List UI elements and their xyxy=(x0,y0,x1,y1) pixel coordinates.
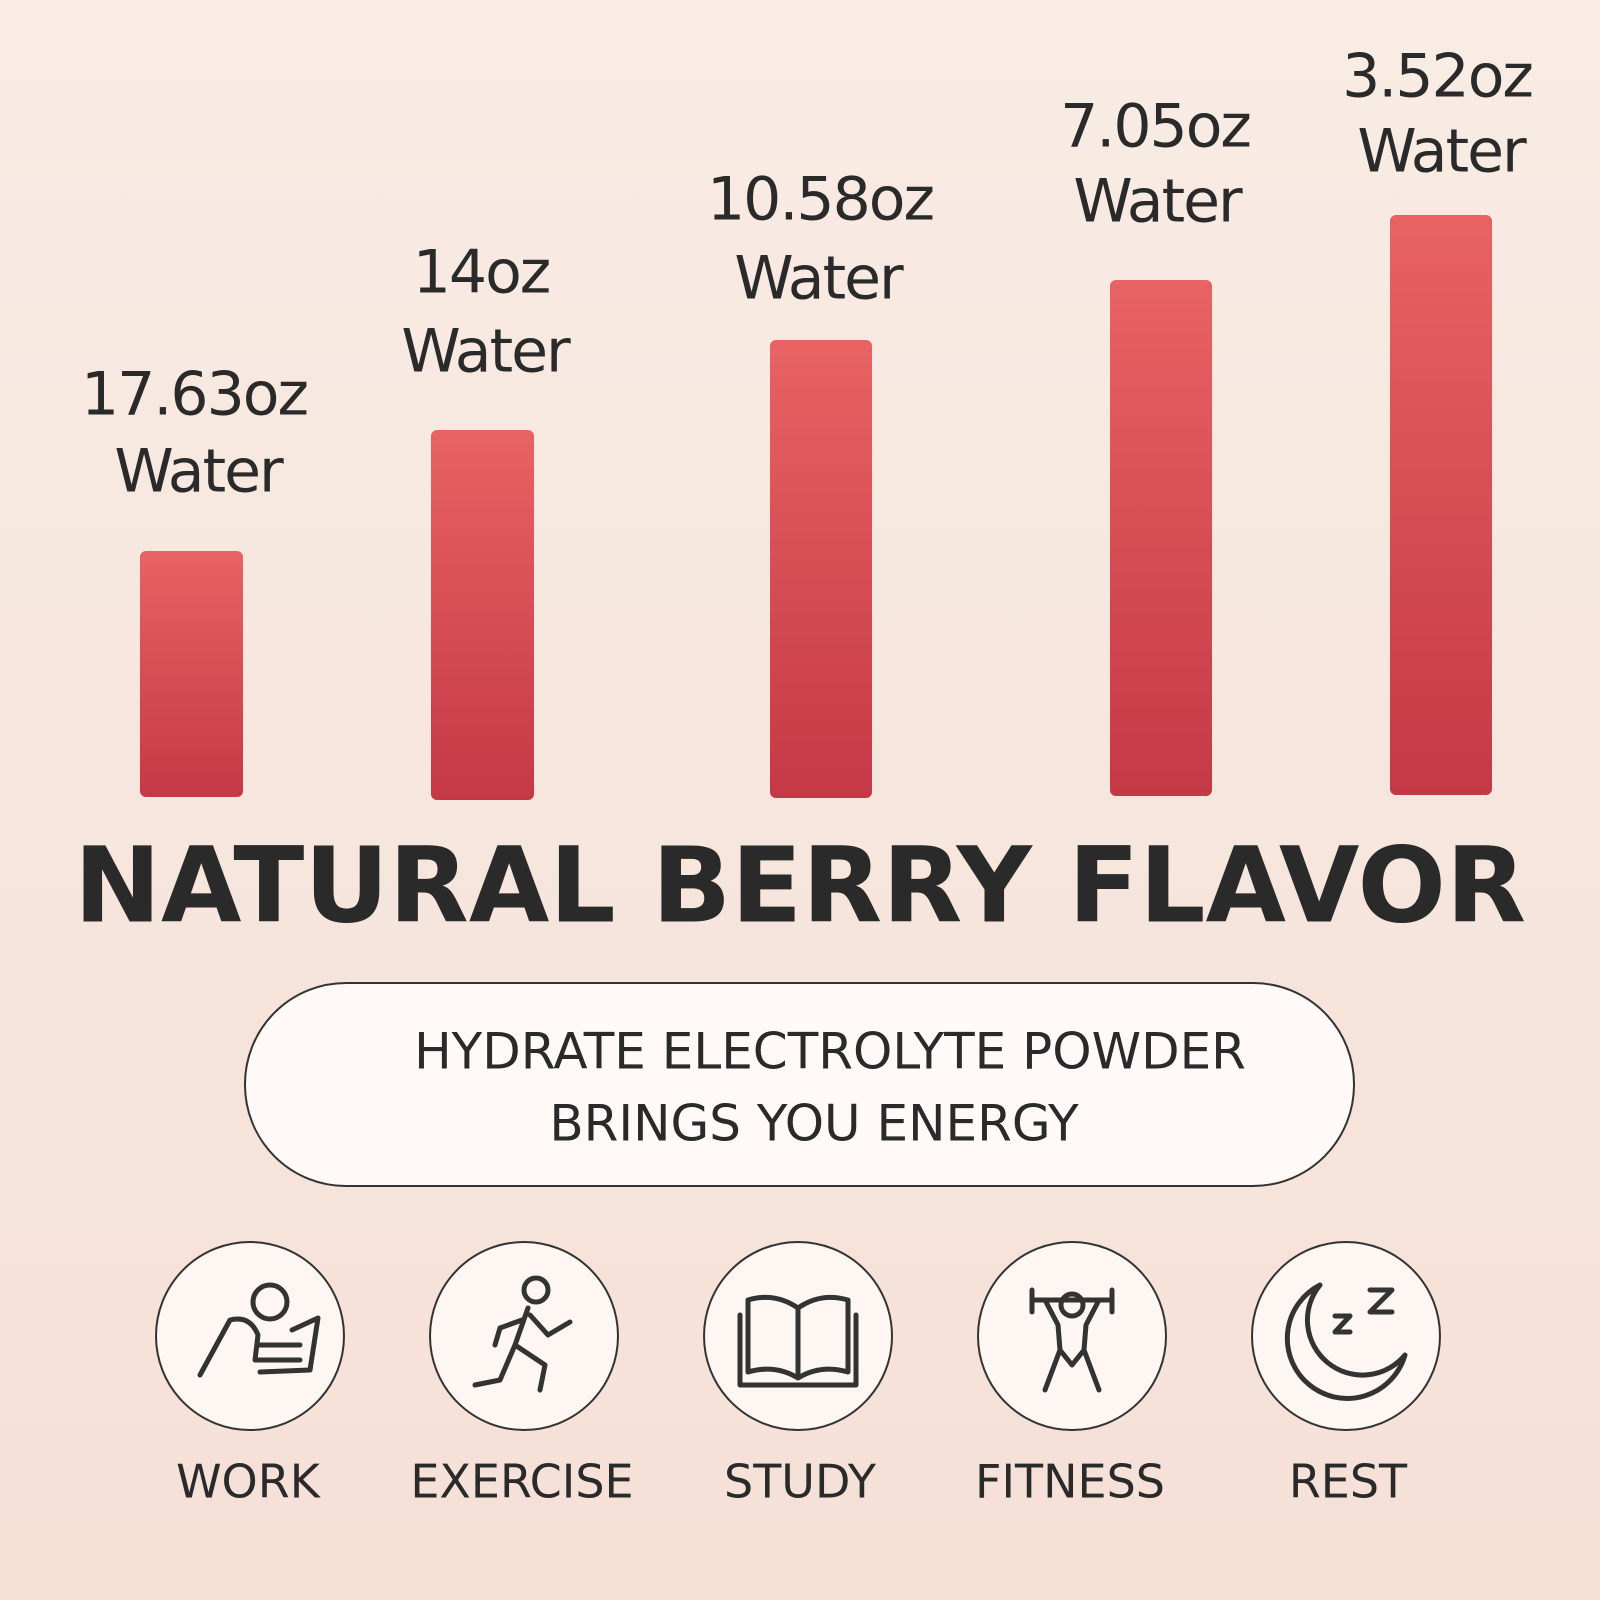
activity-icons xyxy=(155,1241,1441,1431)
unit: Water xyxy=(1073,167,1243,237)
amount: 10.58oz xyxy=(707,165,933,235)
bar xyxy=(1390,215,1492,795)
banner-line: HYDRATE ELECTROLYTE POWDER xyxy=(414,1023,1246,1081)
unit: Water xyxy=(401,317,571,387)
fitness-icon xyxy=(1029,1287,1115,1393)
work-icon xyxy=(197,1282,321,1378)
unit: Water xyxy=(114,437,284,507)
banner-pill xyxy=(244,982,1355,1187)
banner-line: BRINGS YOU ENERGY xyxy=(549,1095,1079,1153)
unit: Water xyxy=(1357,117,1527,187)
study-icon xyxy=(737,1294,859,1388)
exercise-icon xyxy=(472,1275,573,1393)
activity-label: REST xyxy=(1289,1455,1408,1509)
activity-label: WORK xyxy=(176,1455,322,1509)
icon-circle xyxy=(429,1241,619,1431)
bar-labels: 17.63oz Water 14oz Water 10.58oz Water 7… xyxy=(81,42,1534,507)
rest-icon xyxy=(1284,1282,1408,1401)
activity-label: STUDY xyxy=(724,1455,877,1509)
amount: 3.52oz xyxy=(1342,42,1532,112)
amount: 7.05oz xyxy=(1060,92,1250,162)
amount: 17.63oz xyxy=(81,360,307,430)
bar xyxy=(431,430,534,800)
activity-label: EXERCISE xyxy=(410,1455,633,1509)
bar xyxy=(140,551,243,797)
unit: Water xyxy=(734,244,904,314)
bar xyxy=(1110,280,1212,796)
bars xyxy=(140,215,1492,800)
icon-circle xyxy=(1251,1241,1441,1431)
activity-labels: WORK EXERCISE STUDY FITNESS REST xyxy=(176,1455,1408,1509)
icon-circle xyxy=(155,1241,345,1431)
amount: 14oz xyxy=(413,238,550,308)
activity-label: FITNESS xyxy=(975,1455,1165,1509)
title: NATURAL BERRY FLAVOR xyxy=(74,824,1526,946)
icon-circle xyxy=(977,1241,1167,1431)
bar xyxy=(770,340,872,798)
